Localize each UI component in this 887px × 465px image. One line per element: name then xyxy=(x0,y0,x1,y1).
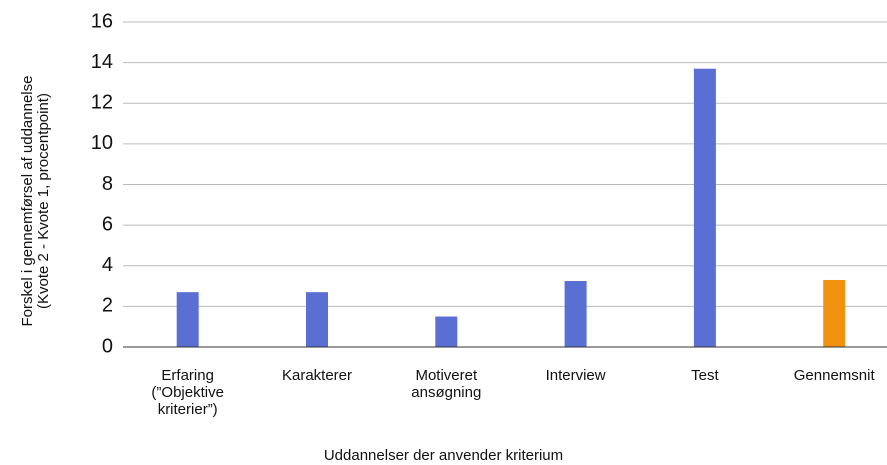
y-tick-label: 8 xyxy=(102,173,113,195)
y-tick-label: 14 xyxy=(91,51,113,73)
x-tick-label: Test xyxy=(691,367,719,384)
y-axis-label: Forskel i gennemførsel af uddannelse (Kv… xyxy=(19,75,52,327)
bar xyxy=(176,292,199,347)
bar xyxy=(693,68,716,347)
y-tick-label: 12 xyxy=(91,92,113,114)
bar xyxy=(435,316,458,347)
x-tick-label: Interview xyxy=(545,367,606,384)
y-tick-label: 2 xyxy=(102,295,113,317)
x-tick-label: Karakterer xyxy=(281,367,353,384)
y-tick-label: 4 xyxy=(102,254,113,276)
x-tick-label: Erfaring (”Objektive kriterier”) xyxy=(151,367,224,418)
y-tick-label: 6 xyxy=(102,213,113,235)
y-tick-label: 0 xyxy=(102,335,113,357)
x-tick-label: Motiveret ansøgning xyxy=(411,367,482,401)
x-tick-label: Gennemsnit xyxy=(793,367,875,384)
bar xyxy=(306,292,328,347)
x-axis-label: Uddannelser der anvender kriterium xyxy=(323,447,564,464)
bar xyxy=(823,279,846,347)
y-tick-label: 16 xyxy=(91,10,113,32)
bar xyxy=(564,280,587,347)
y-tick-label: 10 xyxy=(91,132,113,154)
